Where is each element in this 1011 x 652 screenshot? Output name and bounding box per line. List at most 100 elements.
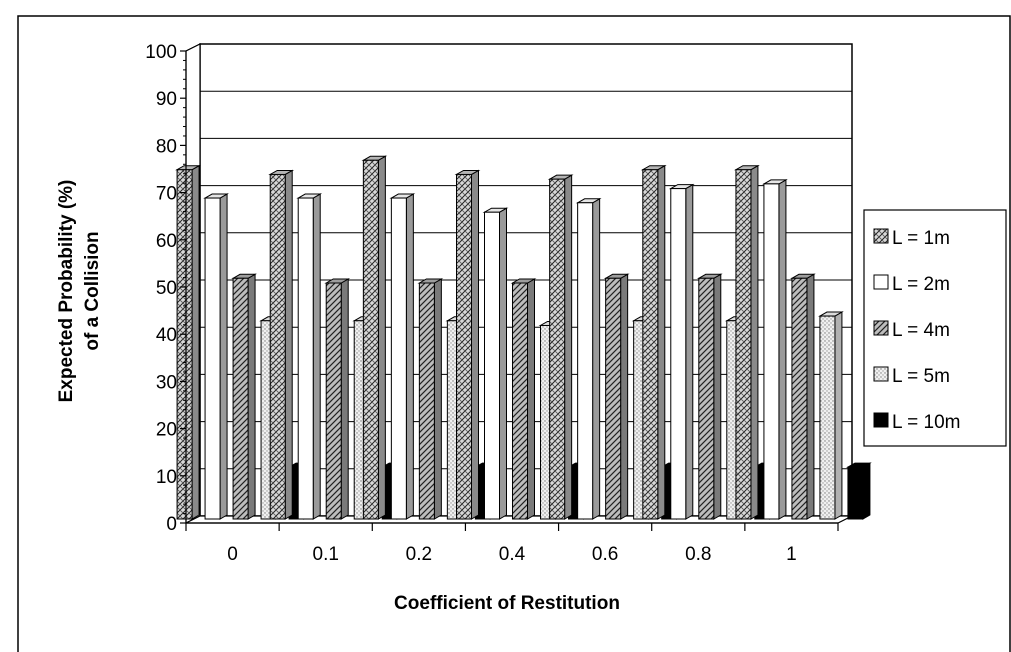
y-axis: 0 10 20 30 40 50 60 70 80 90 100 xyxy=(145,42,187,535)
bar xyxy=(547,174,574,520)
bar-side xyxy=(405,193,414,520)
y-tick-label: 20 xyxy=(156,420,177,441)
y-axis-title-line-1: Expected Probability (%) xyxy=(56,180,77,403)
bar xyxy=(790,273,816,520)
bar-side xyxy=(191,164,200,520)
bar xyxy=(603,273,630,520)
legend: L = 1m L = 2m L = 4m L = 5m L = 10m xyxy=(863,209,1007,447)
chart-border xyxy=(17,15,1011,652)
legend-swatch xyxy=(873,412,889,428)
legend-label: L = 4m xyxy=(892,320,950,341)
bar xyxy=(417,278,444,520)
bar-front xyxy=(847,466,864,520)
y-tick-label: 80 xyxy=(156,136,177,157)
bar xyxy=(268,169,295,520)
legend-swatch xyxy=(873,274,889,290)
bar-front xyxy=(698,277,715,520)
bar-side xyxy=(750,164,759,520)
y-axis-title: Expected Probability (%) of a Collision xyxy=(56,180,103,403)
bar-front xyxy=(512,282,528,520)
x-axis-title: Coefficient of Restitution xyxy=(394,593,620,614)
bar-side xyxy=(471,169,479,520)
bar xyxy=(296,193,323,520)
y-tick-label: 60 xyxy=(156,231,177,252)
bar-side xyxy=(219,193,228,520)
bar xyxy=(640,164,667,520)
y-tick-label: 30 xyxy=(156,372,177,393)
bar-side xyxy=(834,311,843,520)
bar xyxy=(696,273,723,520)
bar xyxy=(482,207,509,520)
x-tick-label: 0.2 xyxy=(406,544,432,565)
bar xyxy=(762,179,788,520)
y-tick-label: 10 xyxy=(156,467,177,488)
bar-front xyxy=(297,197,314,520)
bar-front xyxy=(763,183,780,520)
bar-front xyxy=(418,282,435,520)
y-tick-label: 40 xyxy=(156,325,177,346)
y-tick-label: 90 xyxy=(156,89,177,110)
bar xyxy=(734,164,760,520)
bar-side xyxy=(862,462,871,520)
bar-side xyxy=(433,278,442,520)
y-axis-title-line-2: of a Collision xyxy=(82,231,103,350)
bar-front xyxy=(642,169,659,520)
bar-front xyxy=(484,211,500,520)
bar-front xyxy=(819,315,836,520)
x-tick-label: 0.8 xyxy=(685,544,711,565)
bar-side xyxy=(778,179,787,520)
bar-front xyxy=(176,169,193,520)
bar xyxy=(175,164,201,520)
bar xyxy=(510,278,537,520)
y-tick-label: 100 xyxy=(145,42,177,63)
x-tick-label: 0 xyxy=(227,544,238,565)
bar-side xyxy=(247,273,256,520)
legend-label: L = 10m xyxy=(892,412,960,433)
bar-front xyxy=(549,178,566,520)
legend-swatch xyxy=(873,366,889,382)
bar-side xyxy=(806,273,815,520)
x-tick-label: 0.6 xyxy=(592,544,618,565)
bar-side xyxy=(340,278,349,520)
bar-front xyxy=(456,173,472,520)
bar-side xyxy=(592,197,601,520)
bar-front xyxy=(204,197,221,520)
bar-side xyxy=(657,164,666,520)
bar xyxy=(575,197,602,520)
bar-front xyxy=(791,277,808,520)
bar xyxy=(324,278,351,520)
bar xyxy=(361,155,388,520)
bar-front xyxy=(232,277,249,520)
bar-side xyxy=(685,183,694,520)
bar-side xyxy=(284,169,293,520)
legend-label: L = 2m xyxy=(892,274,950,295)
bar-front xyxy=(269,173,286,520)
bar-side xyxy=(527,278,535,520)
bar xyxy=(203,193,229,520)
legend-swatch xyxy=(873,228,889,244)
y-tick-label: 0 xyxy=(166,514,177,535)
x-tick-label: 0.1 xyxy=(313,544,339,565)
bar-front xyxy=(325,282,342,520)
bar xyxy=(454,169,481,520)
bar xyxy=(389,193,416,520)
bar-front xyxy=(577,202,594,520)
x-tick-label: 1 xyxy=(786,544,797,565)
bar-front xyxy=(670,188,687,520)
bar-side xyxy=(713,273,722,520)
bar xyxy=(846,462,872,520)
legend-label: L = 1m xyxy=(892,228,950,249)
legend-swatch xyxy=(873,320,889,336)
legend-label: L = 5m xyxy=(892,366,950,387)
y-tick-label: 70 xyxy=(156,184,177,205)
bar-front xyxy=(390,197,407,520)
bar-side xyxy=(620,273,629,520)
bars xyxy=(175,155,872,520)
bar-side xyxy=(377,155,386,520)
bar-side xyxy=(564,174,573,520)
x-tick-label: 0.4 xyxy=(499,544,526,565)
y-tick-label: 50 xyxy=(156,278,177,299)
bar xyxy=(231,273,257,520)
